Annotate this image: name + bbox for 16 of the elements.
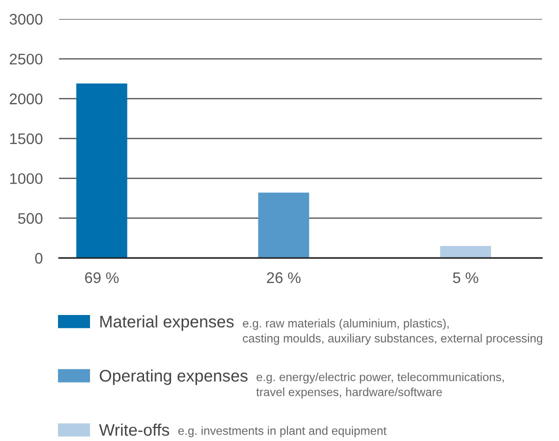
text: e.g. energy/electric power, telecommunications, travel expenses, hardware/software	[256, 372, 504, 399]
y-tick-label: 3000	[10, 14, 42, 25]
x-tick-label: 26 %	[267, 272, 301, 284]
y-tick-label: 1500	[10, 133, 42, 144]
x-tick-label: 69 %	[85, 272, 119, 284]
legend-label: Operating expenses	[100, 369, 248, 385]
y-tick-label: 2500	[10, 54, 42, 65]
y-tick-label: 500	[18, 213, 42, 224]
legend-label: Material expenses	[100, 315, 234, 331]
y-tick-label: 2000	[10, 94, 42, 104]
y-tick-label: 0	[35, 252, 42, 264]
text: e.g. investments in plant and equipment	[178, 426, 386, 438]
legend-label: Write-offs	[99, 424, 170, 436]
y-tick-label: 1000	[10, 173, 42, 184]
text: e.g. raw materials (aluminium, plastics), casting moulds, auxiliary substances, external processing	[242, 318, 542, 345]
x-tick-label: 5 %	[453, 272, 478, 284]
